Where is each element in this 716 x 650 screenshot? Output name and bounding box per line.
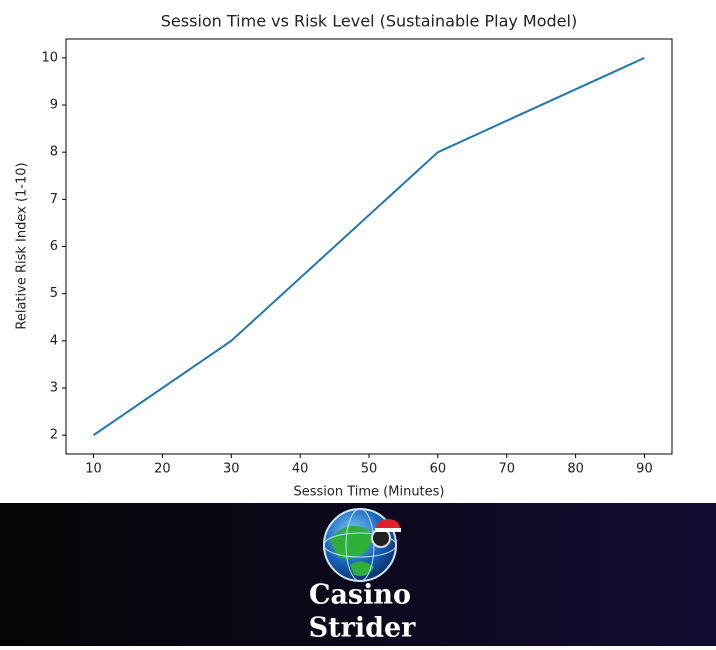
x-tick-label: 80: [567, 462, 584, 477]
y-tick-label: 2: [50, 428, 58, 443]
brand-line: Casino: [309, 580, 411, 611]
logo: [323, 508, 401, 582]
chart-title: Session Time vs Risk Level (Sustainable …: [161, 12, 577, 31]
x-tick-label: 50: [361, 462, 378, 477]
x-tick-label: 70: [498, 462, 515, 477]
x-tick-label: 60: [430, 462, 447, 477]
plot-area: 2 3 4 5 6 7 8 9 10 10 20 30 40 50 60 70 80 90: [41, 50, 652, 476]
x-tick-label: 10: [85, 462, 102, 477]
x-tick-label: 90: [636, 462, 653, 477]
data-line: [92, 56, 645, 436]
y-tick-label: 9: [50, 98, 58, 113]
brand-line: Strider: [309, 613, 417, 644]
y-tick-label: 4: [50, 333, 58, 348]
y-tick-label: 6: [50, 239, 58, 254]
x-tick-label: 40: [292, 462, 309, 477]
y-tick-label: 5: [50, 286, 58, 301]
y-axis-label: Relative Risk Index (1-10): [15, 162, 30, 329]
y-tick-label: 10: [41, 50, 58, 65]
x-tick-label: 30: [223, 462, 240, 477]
y-tick-label: 8: [50, 145, 58, 160]
y-tick-label: 3: [50, 380, 58, 395]
x-tick-label: 20: [154, 462, 171, 477]
y-tick-label: 7: [50, 192, 58, 207]
x-axis-label: Session Time (Minutes): [294, 485, 445, 500]
